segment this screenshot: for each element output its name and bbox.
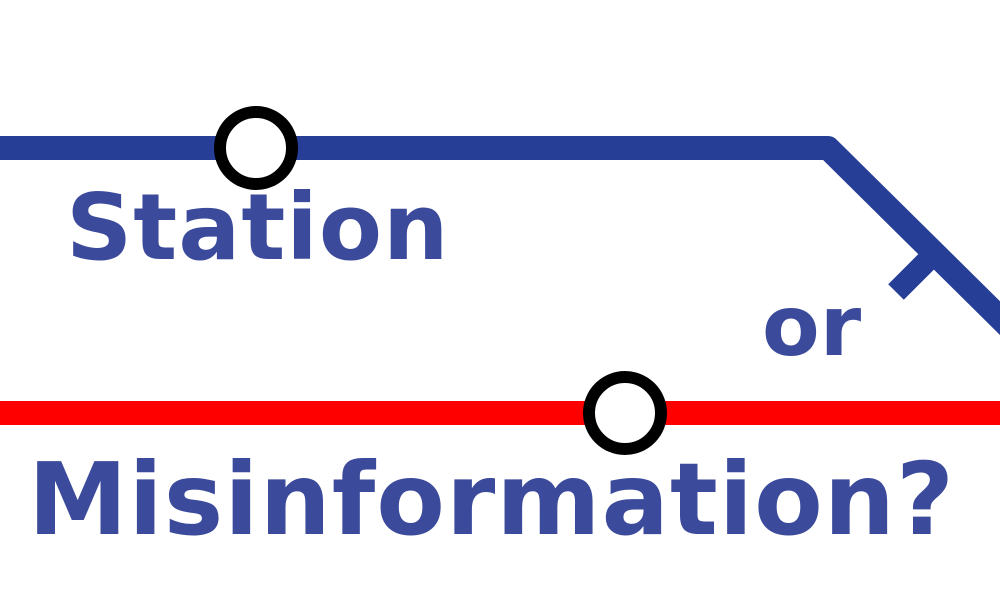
blue-line-branch-tick bbox=[888, 248, 940, 300]
station-marker-red-line bbox=[583, 371, 667, 455]
title-word-or: or bbox=[762, 277, 862, 375]
title-word-misinformation: Misinformation? bbox=[28, 441, 955, 558]
station-marker-blue-line bbox=[214, 106, 298, 190]
title-word-station: Station bbox=[66, 174, 450, 281]
